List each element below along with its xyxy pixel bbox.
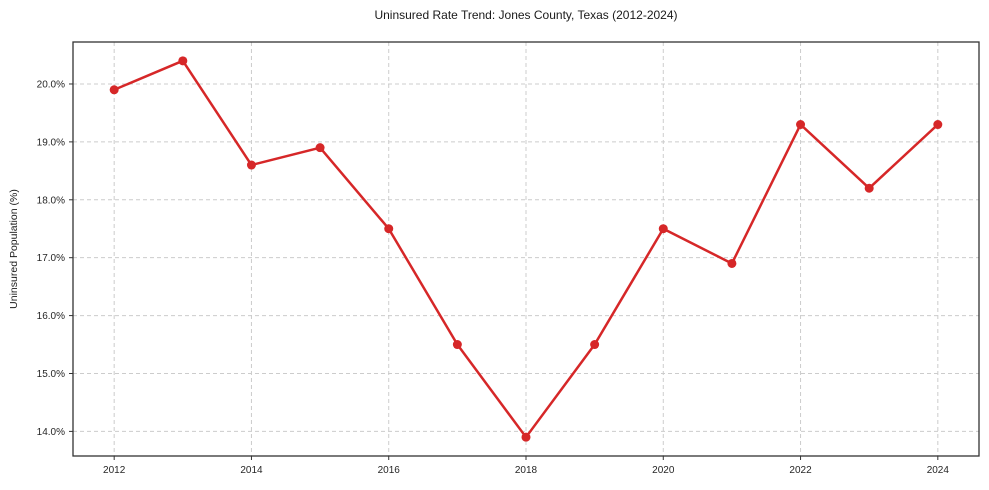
- y-tick-label: 16.0%: [37, 311, 65, 322]
- data-point-marker: [109, 85, 119, 95]
- data-point-marker: [452, 340, 462, 350]
- y-tick-label: 18.0%: [37, 195, 65, 206]
- y-tick-label: 15.0%: [37, 369, 65, 380]
- data-point-marker: [796, 120, 806, 130]
- x-tick-label: 2012: [103, 465, 126, 476]
- data-point-marker: [933, 120, 943, 130]
- y-tick-label: 17.0%: [37, 253, 65, 264]
- x-tick-label: 2016: [378, 465, 401, 476]
- data-point-marker: [727, 258, 737, 268]
- x-tick-label: 2022: [789, 465, 812, 476]
- x-tick-label: 2014: [240, 465, 263, 476]
- y-tick-label: 14.0%: [37, 427, 65, 438]
- data-point-marker: [590, 340, 600, 350]
- x-tick-label: 2018: [515, 465, 538, 476]
- chart-title: Uninsured Rate Trend: Jones County, Texa…: [374, 8, 678, 22]
- data-point-marker: [384, 224, 394, 234]
- data-point-marker: [246, 160, 256, 170]
- data-point-marker: [315, 143, 325, 153]
- data-point-marker: [521, 432, 531, 442]
- y-axis-label: Uninsured Population (%): [8, 189, 20, 309]
- x-tick-label: 2024: [927, 465, 950, 476]
- data-point-marker: [864, 183, 874, 193]
- y-tick-label: 19.0%: [37, 137, 65, 148]
- data-point-marker: [658, 224, 668, 234]
- y-tick-label: 20.0%: [37, 79, 65, 90]
- data-point-marker: [178, 56, 188, 66]
- x-tick-label: 2020: [652, 465, 675, 476]
